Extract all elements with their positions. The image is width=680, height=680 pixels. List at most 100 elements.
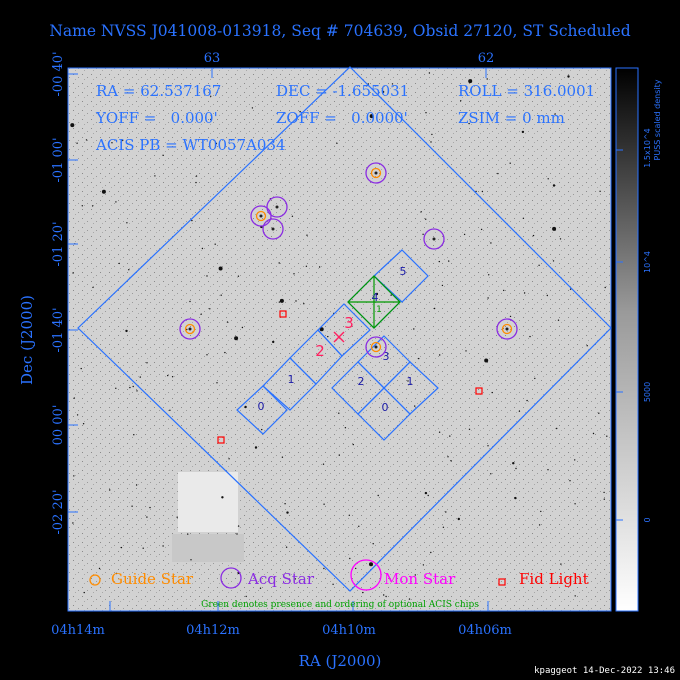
background-star (129, 386, 131, 389)
chip-label: 1 (288, 373, 295, 386)
background-star (427, 494, 429, 497)
background-star (336, 142, 338, 144)
info-zoff: ZOFF = 0.0000' (276, 109, 408, 127)
star-point (271, 227, 275, 231)
background-star (176, 516, 178, 518)
legend-guide-label: Guide Star (111, 570, 194, 588)
background-star (460, 100, 462, 102)
background-star (293, 273, 295, 275)
background-star (424, 491, 428, 495)
acis-i-chip (357, 387, 411, 441)
background-star (526, 399, 528, 402)
y-tick-label: 00 00' (51, 405, 66, 446)
chip-label: 5 (400, 265, 407, 278)
colorbar-label: PUSS scaled density (653, 79, 662, 160)
background-star (241, 326, 244, 329)
background-star (552, 184, 556, 187)
background-star (529, 335, 531, 338)
background-star (162, 545, 164, 547)
background-star (201, 247, 204, 250)
background-star (85, 139, 88, 141)
background-star (383, 594, 385, 596)
background-star (221, 496, 224, 499)
background-star (305, 265, 308, 267)
colorbar-ticks (616, 149, 623, 521)
background-star (259, 587, 262, 589)
background-star (369, 562, 373, 567)
background-star (154, 175, 156, 177)
background-star (442, 526, 445, 528)
background-star (120, 546, 123, 549)
background-star (349, 557, 351, 560)
background-star (534, 377, 536, 380)
background-star (554, 113, 556, 115)
background-star (490, 473, 492, 475)
background-star (604, 286, 606, 289)
background-star (226, 321, 229, 323)
y-tick-label: -00 40' (51, 51, 66, 96)
background-star (236, 533, 238, 535)
background-star (390, 294, 392, 296)
background-star (109, 489, 111, 491)
background-star (556, 427, 558, 430)
top-tick-label: 62 (478, 51, 495, 66)
background-star (448, 260, 450, 262)
acq-star-marker (365, 336, 387, 358)
background-star (425, 112, 427, 114)
background-star (569, 480, 571, 482)
background-star (414, 574, 416, 576)
background-star (547, 469, 549, 471)
background-star (278, 301, 281, 303)
background-star (428, 72, 431, 74)
background-star (413, 328, 415, 330)
background-star (547, 178, 549, 180)
background-star (468, 428, 471, 430)
background-star (497, 172, 499, 175)
legend-acq-label: Acq Star (247, 570, 315, 588)
background-star (481, 190, 484, 193)
colorbar (615, 67, 639, 612)
aimpoint-label: 3 (344, 314, 354, 332)
background-star (322, 463, 325, 465)
guide-star-marker (370, 167, 382, 179)
colorbar-tick-label: 0 (643, 517, 652, 522)
guide-star-marker (184, 323, 196, 335)
star-point (374, 171, 378, 175)
background-star (352, 443, 354, 446)
background-star (272, 340, 275, 344)
background-star (422, 233, 424, 235)
background-star (441, 284, 444, 287)
background-star (532, 234, 535, 237)
background-star (327, 335, 329, 338)
background-star (567, 75, 570, 78)
background-star (358, 525, 360, 527)
background-star (323, 567, 325, 570)
background-star (372, 543, 374, 545)
background-star (284, 503, 286, 505)
background-star (323, 503, 325, 505)
chip-label: 1 (407, 375, 414, 388)
background-star (245, 595, 247, 598)
image-artifact (178, 472, 238, 532)
background-star (128, 269, 130, 271)
background-star (546, 294, 548, 297)
background-star (206, 354, 208, 356)
acq-star-marker (266, 196, 288, 218)
background-star (414, 405, 416, 407)
background-star (445, 511, 447, 513)
background-star (385, 595, 387, 598)
background-star (131, 505, 133, 507)
background-star (369, 114, 374, 119)
background-star (599, 190, 601, 192)
chip-label: 2 (358, 375, 365, 388)
star-point (275, 205, 279, 209)
y-tick-label: -02 20' (51, 489, 66, 534)
background-star (118, 262, 120, 265)
background-star (486, 78, 488, 80)
background-star (146, 516, 148, 518)
background-star (514, 496, 517, 500)
footer-stamp: kpaggeot 14-Dec-2022 13:46 (534, 666, 675, 676)
info-acis: ACIS PB = WT0057A034 (95, 136, 286, 154)
y-tick-label: -01 00' (51, 137, 66, 182)
background-star (420, 211, 422, 213)
